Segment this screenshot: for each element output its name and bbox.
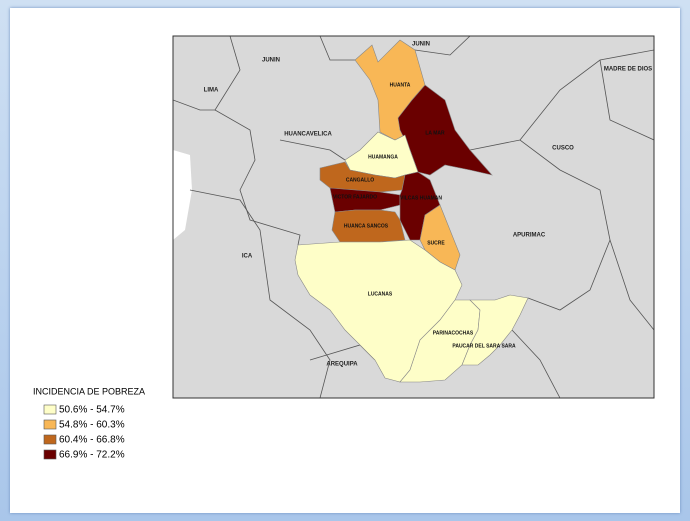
province bbox=[461, 294, 529, 366]
border bbox=[279, 139, 346, 161]
ocean bbox=[173, 150, 192, 240]
province-label: SUCRE bbox=[427, 240, 445, 246]
province-label: HUANCA SANCOS bbox=[344, 223, 389, 229]
province-label: LA MAR bbox=[425, 130, 445, 136]
border bbox=[609, 239, 654, 331]
department-label: AREQUIPA bbox=[326, 362, 358, 368]
province-label: VICTOR FAJARDO bbox=[333, 194, 377, 200]
province-label: VILCAS HUAMAN bbox=[400, 195, 442, 201]
province-label: PARINACOCHAS bbox=[433, 330, 474, 336]
border bbox=[469, 139, 611, 311]
border bbox=[519, 49, 654, 141]
legend-label: 66.9% - 72.2% bbox=[59, 450, 125, 461]
legend-swatch bbox=[43, 434, 57, 445]
legend: 50.6% - 54.7% 54.8% - 60.3% 60.4% - 66.8% 6… bbox=[43, 404, 125, 461]
province bbox=[331, 209, 406, 243]
province-label: HUANTA bbox=[390, 82, 411, 88]
map-body: JUNIN JUNIN LIMA HUANCAVELICA CUSCO MADR… bbox=[173, 36, 654, 398]
border bbox=[189, 189, 331, 398]
legend-swatch bbox=[43, 449, 57, 460]
border bbox=[511, 329, 561, 398]
border bbox=[319, 36, 355, 61]
border bbox=[173, 99, 215, 111]
legend-swatch bbox=[43, 404, 57, 415]
legend-label: 60.4% - 66.8% bbox=[59, 435, 125, 446]
province bbox=[397, 84, 493, 176]
border bbox=[599, 59, 654, 141]
legend-title: INCIDENCIA DE POBREZA bbox=[33, 386, 145, 396]
map-frame bbox=[172, 35, 655, 399]
legend-label: 54.8% - 60.3% bbox=[59, 420, 125, 431]
province-label: HUAMANGA bbox=[368, 154, 398, 160]
province-label: LUCANAS bbox=[368, 291, 393, 297]
province-label: CANGALLO bbox=[346, 177, 374, 183]
province-label: PAUCAR DEL SARA SARA bbox=[452, 343, 516, 349]
department-label: JUNIN bbox=[412, 42, 430, 48]
department-label: APURIMAC bbox=[513, 233, 546, 239]
border bbox=[414, 36, 471, 56]
department-label: JUNIN bbox=[262, 58, 280, 64]
legend-label: 50.6% - 54.7% bbox=[59, 405, 125, 416]
department-label: CUSCO bbox=[552, 146, 574, 152]
department-label: ICA bbox=[242, 254, 253, 260]
legend-swatch bbox=[43, 419, 57, 430]
department-label: MADRE DE DIOS bbox=[604, 67, 652, 73]
border bbox=[214, 36, 301, 246]
department-label: HUANCAVELICA bbox=[284, 132, 332, 138]
department-label: LIMA bbox=[204, 88, 219, 94]
